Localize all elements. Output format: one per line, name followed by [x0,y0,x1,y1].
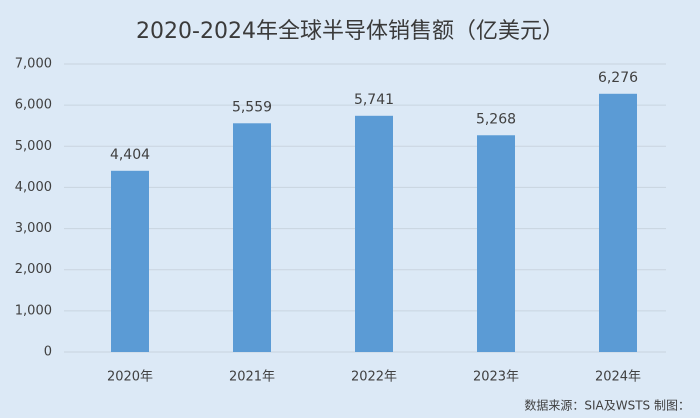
x-tick-label: 2020年 [107,370,153,385]
value-label: 6,276 [598,70,638,86]
x-tick-label: 2021年 [229,370,275,385]
x-tick-label: 2022年 [351,370,397,385]
value-label: 5,268 [476,111,516,127]
chart-title: 2020-2024年全球半导体销售额（亿美元） [136,19,564,44]
bar [599,93,637,353]
bar [355,115,393,352]
value-label: 5,741 [354,92,394,108]
bar [477,135,515,352]
y-tick-label: 7,000 [15,57,52,72]
y-tick-label: 1,000 [15,303,52,318]
y-tick-label: 4,000 [15,180,52,195]
y-tick-label: 2,000 [15,262,52,277]
x-tick-label: 2023年 [473,370,519,385]
y-tick-label: 0 [44,345,52,360]
source-note: 数据来源：SIA及WSTS 制图： [524,398,690,413]
bar [111,170,149,352]
bar [233,123,271,352]
y-tick-label: 6,000 [15,98,52,113]
y-tick-label: 5,000 [15,139,52,154]
value-label: 5,559 [232,99,272,115]
x-tick-label: 2024年 [595,370,641,385]
y-tick-label: 3,000 [15,221,52,236]
value-label: 4,404 [110,147,150,163]
